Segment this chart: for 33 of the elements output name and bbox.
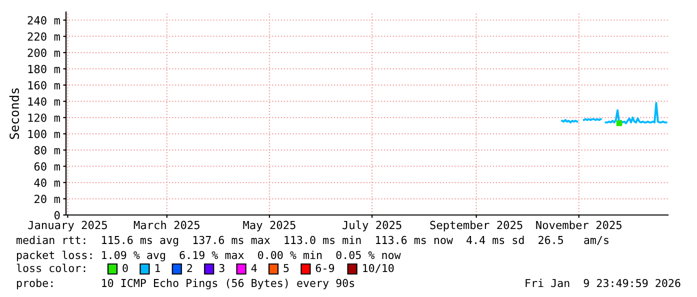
y-tick-label: 160 m xyxy=(28,81,60,90)
y-tick-label: 100 m xyxy=(28,130,60,138)
y-tick-label: 220 m xyxy=(28,32,60,41)
legend-label: 6-9 xyxy=(316,264,334,272)
legend-label: 10/10 xyxy=(363,264,394,274)
text: median rtt: 115.6 ms avg 137.6 ms max 113.0 ms min 113.6 ms now 4.4 ms sd 26.5 am/s xyxy=(16,236,608,246)
y-axis-title: Seconds xyxy=(9,88,20,139)
y-tick-label: 120 m xyxy=(28,114,60,122)
legend-label: 2 xyxy=(187,264,192,272)
x-tick-label: July 2025 xyxy=(342,220,402,232)
y-tick-label: 80 m xyxy=(34,146,60,154)
legend-title: loss color: xyxy=(16,264,86,272)
legend-label: 5 xyxy=(284,264,289,272)
y-tick-label: 0 xyxy=(54,211,60,220)
y-tick-label: 20 m xyxy=(34,194,60,204)
x-tick-label: May 2025 xyxy=(243,220,296,232)
legend-label: 0 xyxy=(122,264,128,272)
x-tick-label: March 2025 xyxy=(134,220,200,230)
y-tick-label: 200 m xyxy=(28,48,60,58)
x-tick-label: January 2025 xyxy=(28,220,107,232)
y-tick-label: 240 m xyxy=(28,16,60,25)
x-tick-label: September 2025 xyxy=(430,220,522,232)
y-tick-label: 180 m xyxy=(28,64,60,74)
text: Fri Jan 9 23:49:59 2026 xyxy=(526,278,680,288)
legend-label: 1 xyxy=(156,264,160,272)
y-tick-label: 140 m xyxy=(28,97,60,106)
text: packet loss: 1.09 % avg 6.19 % max 0.00 % min 0.05 % now xyxy=(17,250,401,262)
text: probe: 10 ICMP Echo Pings (56 Bytes) every 90s xyxy=(17,278,354,290)
x-tick-label: November 2025 xyxy=(536,220,622,230)
y-tick-label: 40 m xyxy=(34,178,60,187)
legend-label: 4 xyxy=(251,264,257,272)
legend-label: 3 xyxy=(219,264,224,272)
y-tick-label: 60 m xyxy=(34,162,60,171)
